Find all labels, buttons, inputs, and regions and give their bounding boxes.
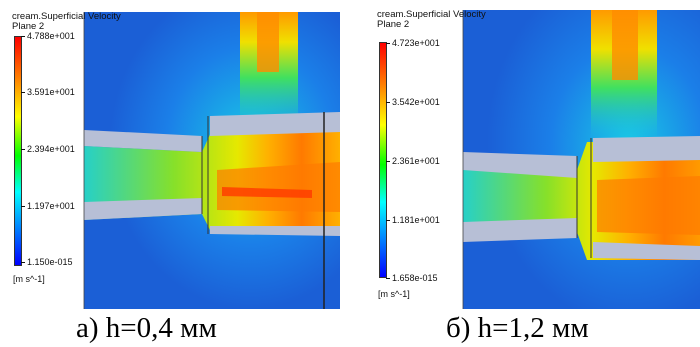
legend-tick: 1.181e+001 bbox=[386, 215, 440, 225]
legend-tick: 3.591e+001 bbox=[21, 87, 75, 97]
legend-variable-name: cream.Superficial Velocity bbox=[377, 10, 486, 20]
caption-a: а) h=0,4 мм bbox=[76, 312, 217, 344]
nozzle-wall-bottom bbox=[463, 218, 577, 242]
legend-tick: 1.197e+001 bbox=[21, 201, 75, 211]
legend-tick: 4.723e+001 bbox=[386, 38, 440, 48]
caption-b: б) h=1,2 мм bbox=[446, 312, 589, 344]
legend-plane-name: Plane 2 bbox=[377, 19, 410, 30]
legend-tick: 2.394e+001 bbox=[21, 144, 75, 154]
legend-variable-name: cream.Superficial Velocity bbox=[12, 12, 121, 22]
diffuser-wall-bottom bbox=[593, 242, 700, 260]
diffuser-wall-top bbox=[210, 112, 340, 136]
diffuser-wall-top bbox=[593, 136, 700, 162]
legend-tick: 3.542e+001 bbox=[386, 97, 440, 107]
legend-tick: 2.361e+001 bbox=[386, 156, 440, 166]
legend-tick: 4.788e+001 bbox=[21, 31, 75, 41]
legend-title-b: cream.Superficial Velocity Plane 2 bbox=[377, 10, 486, 30]
legend-title-a: cream.Superficial Velocity Plane 2 bbox=[12, 12, 121, 32]
diffuser-wall-bottom bbox=[210, 226, 340, 236]
legend-plane-name: Plane 2 bbox=[12, 21, 45, 32]
contour-image-a bbox=[12, 12, 340, 309]
legend-unit-a: [m s^-1] bbox=[13, 274, 45, 284]
nozzle-wall-top bbox=[84, 130, 202, 152]
velocity-contour-plot-b: cream.Superficial Velocity Plane 2 4.723… bbox=[377, 10, 700, 309]
nozzle-wall-bottom bbox=[84, 198, 202, 220]
nozzle-wall-top bbox=[463, 152, 577, 178]
velocity-contour-plot-a: cream.Superficial Velocity Plane 2 4.788… bbox=[12, 12, 340, 309]
legend-tick: 1.150e-015 bbox=[21, 257, 73, 267]
legend-tick: 1.658e-015 bbox=[386, 273, 438, 283]
legend-unit-b: [m s^-1] bbox=[378, 289, 410, 299]
